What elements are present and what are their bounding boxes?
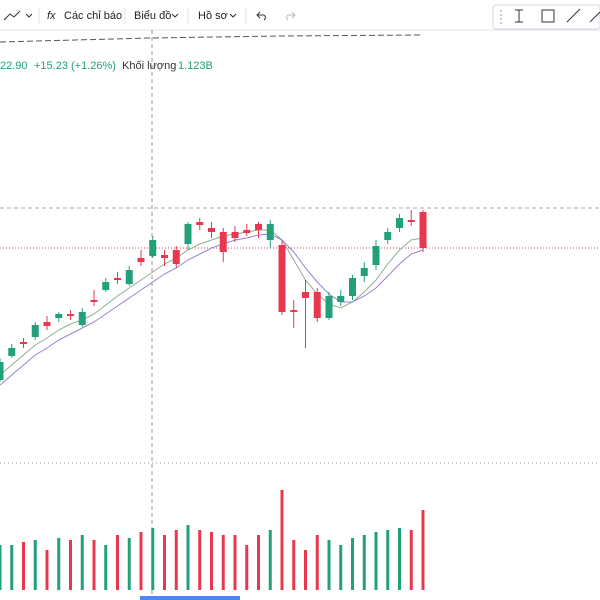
volume-bar	[233, 535, 237, 590]
candle-body	[313, 292, 321, 318]
chart-button[interactable]: Biểu đồ	[134, 10, 171, 22]
volume-label: Khối lượng	[122, 60, 176, 72]
candle-body	[243, 230, 251, 233]
candle-body	[184, 224, 192, 244]
volume-bar	[22, 542, 25, 590]
volume-bar	[127, 538, 131, 590]
volume-bar	[80, 535, 84, 590]
candle-body	[149, 240, 157, 256]
volume-bar	[198, 530, 202, 590]
volume-bar	[210, 532, 213, 590]
volume-bar	[92, 540, 96, 590]
candle-body	[90, 300, 98, 302]
candle-body	[396, 218, 403, 228]
candle-body	[372, 246, 380, 265]
volume-bar	[33, 540, 37, 590]
volume-bar	[374, 532, 378, 590]
volume-bar	[292, 540, 296, 590]
candle-body	[349, 278, 356, 296]
volume-bar	[304, 550, 307, 590]
volume-bar	[116, 535, 119, 590]
indicators-button[interactable]: Các chỉ báo	[64, 10, 122, 22]
candle-body	[0, 362, 4, 380]
price-change: +15.23 (+1.26%)	[34, 60, 116, 72]
chart-style-icon[interactable]	[3, 10, 21, 21]
candle-body	[196, 222, 204, 225]
dropdown-arrow[interactable]	[25, 13, 33, 18]
candle-body	[231, 232, 239, 238]
volume-bar	[362, 535, 366, 590]
dropdown-arrow[interactable]	[229, 13, 237, 18]
volume-bar	[221, 535, 225, 590]
volume-bar	[139, 532, 143, 590]
candle-body	[360, 268, 368, 276]
text-tool[interactable]	[515, 9, 523, 23]
candle-body	[43, 322, 51, 326]
candle-body	[208, 228, 215, 232]
volume-bar	[268, 530, 272, 590]
volume-bar	[339, 545, 343, 590]
volume-bar	[421, 510, 425, 590]
candle-body	[31, 325, 39, 337]
candle-body	[67, 314, 74, 316]
candle-body	[219, 232, 227, 252]
redo-button[interactable]	[286, 11, 296, 21]
candle-body	[172, 250, 180, 264]
candle-body	[290, 310, 298, 312]
candle-body	[266, 224, 274, 240]
volume-bar	[327, 540, 331, 590]
candle-body	[337, 296, 345, 302]
candle-body	[255, 224, 262, 230]
candle-body	[125, 270, 133, 284]
candle-body	[302, 292, 309, 298]
volume-bar	[104, 545, 108, 590]
price: 22.90	[0, 60, 28, 72]
candle-body	[161, 255, 168, 258]
navigator	[0, 34, 421, 43]
volume-bar	[151, 528, 155, 590]
candle-body	[78, 312, 86, 325]
candle-body	[55, 314, 63, 318]
profile-button[interactable]: Hồ sơ	[198, 10, 228, 22]
volume-bar	[280, 490, 284, 590]
moving-average	[0, 233, 424, 386]
candle-body	[8, 348, 16, 356]
drawing-toolbar	[492, 4, 600, 30]
candle-body	[278, 245, 286, 312]
candle-body	[20, 342, 27, 344]
candle-body	[325, 296, 333, 318]
scrollbar[interactable]	[140, 596, 240, 600]
volume-bar	[45, 550, 49, 590]
volume-bar	[69, 540, 72, 590]
candle-body	[137, 258, 145, 262]
candle-body	[384, 232, 392, 240]
fx-icon[interactable]: fx	[47, 10, 56, 22]
moving-average	[0, 229, 424, 376]
brush-tool[interactable]	[589, 11, 600, 23]
volume-bar	[186, 525, 190, 590]
volume-bar	[386, 530, 390, 590]
volume-bar	[398, 528, 401, 590]
volume-bar	[0, 545, 2, 590]
candle-body	[102, 282, 110, 290]
line-tool[interactable]	[566, 8, 581, 23]
volume-bar	[315, 535, 319, 590]
candle-body	[114, 278, 121, 280]
volume-bar	[174, 530, 178, 590]
undo-button[interactable]	[256, 11, 266, 21]
dropdown-arrow[interactable]	[171, 13, 179, 18]
volume-value: 1.123B	[178, 60, 213, 72]
volume-bar	[163, 535, 166, 590]
candle-body	[407, 220, 415, 222]
volume-bar	[409, 530, 413, 590]
candle-body	[419, 212, 427, 248]
volume-bar	[351, 538, 354, 590]
volume-bar	[10, 545, 14, 590]
volume-bar	[245, 545, 249, 590]
volume-bar	[57, 538, 61, 590]
volume-bar	[257, 535, 260, 590]
rect-tool[interactable]	[541, 9, 555, 23]
